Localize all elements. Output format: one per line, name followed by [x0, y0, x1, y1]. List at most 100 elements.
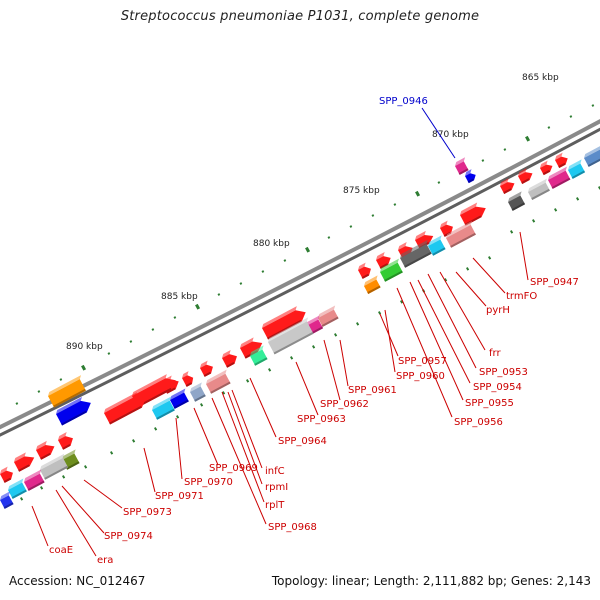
gene-label-spp0963[interactable]: SPP_0963 — [297, 414, 346, 425]
label-leader — [31, 505, 49, 547]
label-leader — [339, 339, 349, 387]
genome-stats-text: Topology: linear; Length: 2,111,882 bp; … — [271, 574, 591, 588]
scale-tick — [327, 236, 331, 239]
label-leader — [295, 361, 319, 416]
label-leader — [143, 447, 156, 493]
gene-block[interactable] — [267, 317, 316, 355]
gene-label-spp0955[interactable]: SPP_0955 — [465, 398, 514, 409]
gene-label-spp0947[interactable]: SPP_0947 — [530, 277, 579, 288]
gene-forward[interactable] — [554, 152, 570, 168]
gene-label-spp0970[interactable]: SPP_0970 — [184, 477, 233, 488]
gene-block[interactable] — [189, 382, 209, 402]
gene-spp0946-arrow[interactable] — [464, 169, 478, 184]
gene-forward[interactable] — [517, 167, 535, 184]
label-leader — [231, 389, 263, 469]
scale-tick — [305, 246, 311, 253]
gene-label-spp0957[interactable]: SPP_0957 — [398, 356, 447, 367]
gene-block[interactable] — [55, 394, 94, 426]
gene-block[interactable] — [317, 305, 342, 327]
scale-tick — [503, 148, 507, 151]
scale-tick — [217, 293, 221, 296]
backbone-strand-inner — [0, 127, 600, 437]
gene-label-spp0968[interactable]: SPP_0968 — [268, 522, 317, 533]
gene-forward[interactable] — [539, 160, 555, 176]
label-leader — [519, 231, 529, 281]
gene-forward[interactable] — [221, 349, 240, 368]
gene-label-spp0946[interactable]: SPP_0946 — [379, 96, 428, 107]
gene-label-rpmi[interactable]: rpmI — [265, 482, 288, 493]
gene-forward[interactable] — [357, 262, 374, 279]
gene-block[interactable] — [583, 145, 600, 167]
gene-label-spp0969[interactable]: SPP_0969 — [209, 463, 258, 474]
gene-block[interactable] — [47, 375, 89, 408]
gene-label-spp0961[interactable]: SPP_0961 — [348, 385, 397, 396]
label-leader — [221, 391, 265, 503]
gene-forward[interactable] — [499, 177, 517, 194]
label-leader — [193, 407, 219, 466]
gene-forward[interactable] — [181, 371, 196, 387]
gene-spp0946[interactable] — [454, 157, 472, 175]
label-leader — [211, 397, 267, 525]
scale-tick — [334, 333, 338, 337]
gene-forward[interactable] — [375, 251, 393, 269]
scale-tick — [481, 159, 485, 162]
gene-block[interactable] — [567, 159, 588, 179]
gene-block[interactable] — [169, 388, 192, 409]
gene-forward[interactable] — [459, 200, 489, 226]
gene-label-spp0964[interactable]: SPP_0964 — [278, 436, 327, 447]
scale-tick — [466, 267, 470, 271]
scale-tick — [222, 391, 226, 395]
gene-block[interactable] — [249, 345, 271, 366]
scale-tick — [109, 451, 114, 455]
scale-tick — [195, 303, 201, 310]
gene-label-spp0962[interactable]: SPP_0962 — [320, 399, 369, 410]
gene-label-trmfo[interactable]: trmFO — [506, 291, 537, 302]
gene-forward[interactable] — [35, 439, 57, 460]
scale-tick — [554, 208, 558, 212]
gene-block[interactable] — [7, 478, 30, 499]
gene-block[interactable] — [445, 220, 479, 248]
gene-label-spp0953[interactable]: SPP_0953 — [479, 367, 528, 378]
gene-forward[interactable] — [199, 360, 216, 377]
gene-label-frr[interactable]: frr — [489, 348, 501, 359]
scale-tick — [356, 322, 360, 326]
gene-block[interactable] — [507, 191, 528, 211]
scale-tick — [61, 475, 66, 479]
label-leader — [472, 257, 506, 294]
label-leader — [249, 377, 277, 438]
gene-block[interactable] — [23, 469, 48, 491]
label-leader — [384, 309, 396, 373]
scale-tick — [312, 345, 316, 349]
gene-label-spp0973[interactable]: SPP_0973 — [123, 507, 172, 518]
gene-block[interactable] — [151, 396, 178, 420]
scale-tick — [239, 282, 243, 285]
gene-label-spp0954[interactable]: SPP_0954 — [473, 382, 522, 393]
gene-block[interactable] — [39, 453, 71, 480]
gene-forward[interactable] — [0, 466, 15, 483]
gene-block[interactable] — [379, 258, 406, 282]
gene-label-spp0960[interactable]: SPP_0960 — [396, 371, 445, 382]
gene-label-spp0956[interactable]: SPP_0956 — [454, 417, 503, 428]
gene-label-spp0971[interactable]: SPP_0971 — [155, 491, 204, 502]
gene-block[interactable] — [363, 275, 384, 294]
gene-block[interactable] — [547, 166, 573, 189]
gene-block[interactable] — [527, 178, 553, 200]
gene-block[interactable] — [205, 369, 234, 394]
gene-label-pyrh[interactable]: pyrH — [486, 305, 510, 316]
gene-block[interactable] — [0, 491, 16, 509]
gene-forward[interactable] — [57, 431, 76, 450]
gene-label-infc[interactable]: infC — [265, 466, 285, 477]
gene-forward[interactable] — [13, 450, 37, 472]
gene-label-era[interactable]: era — [97, 555, 113, 566]
page-title: Streptococcus pneumoniae P1031, complete… — [120, 9, 480, 24]
gene-block[interactable] — [399, 239, 435, 268]
gene-label-spp0974[interactable]: SPP_0974 — [104, 531, 153, 542]
gene-forward[interactable] — [103, 390, 149, 425]
label-leader — [55, 489, 97, 557]
gene-block[interactable] — [427, 235, 449, 256]
gene-label-coae[interactable]: coaE — [49, 545, 73, 556]
scale-tick — [525, 135, 531, 142]
gene-label-rplt[interactable]: rplT — [265, 500, 285, 511]
